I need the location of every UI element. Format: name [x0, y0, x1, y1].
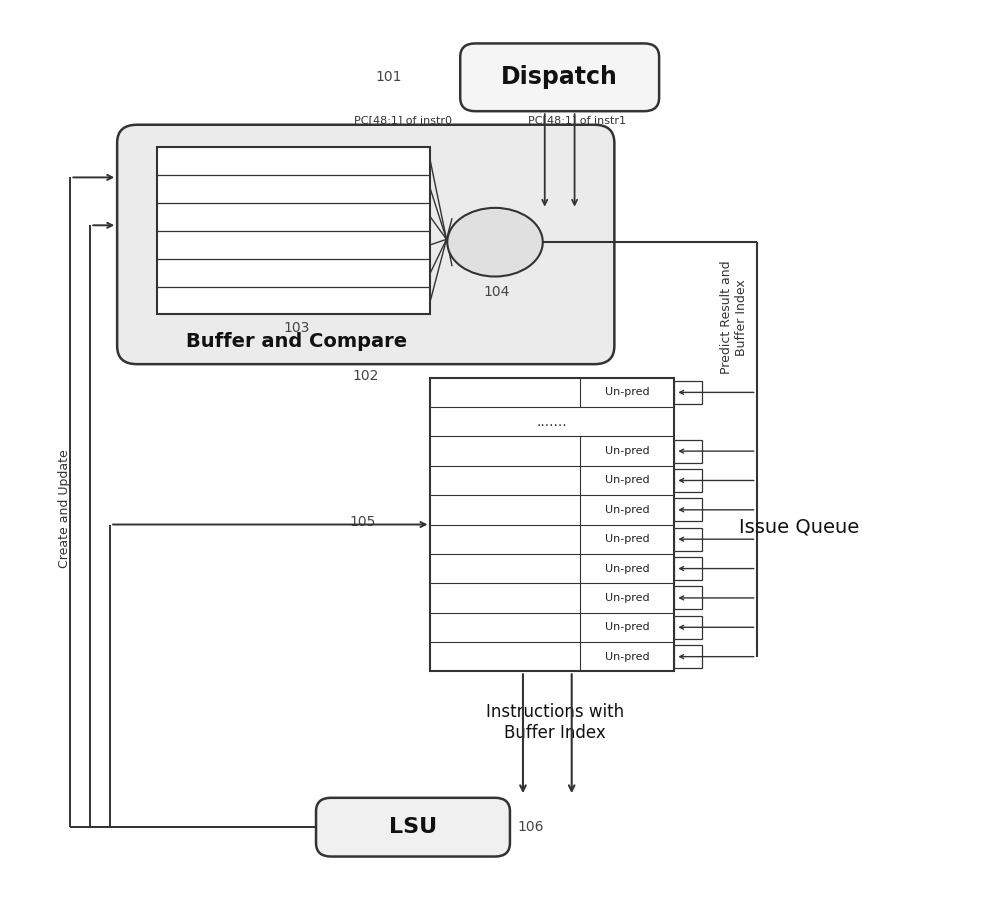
FancyBboxPatch shape [460, 44, 659, 111]
Bar [674, 557, 702, 580]
Text: Un-pred: Un-pred [605, 534, 649, 544]
Text: Create and Update: Create and Update [58, 449, 71, 568]
Text: Predict Result and
Buffer Index: Predict Result and Buffer Index [720, 261, 748, 375]
Text: Un-pred: Un-pred [605, 504, 649, 514]
Text: Un-pred: Un-pred [605, 593, 649, 603]
Text: LSU: LSU [389, 817, 437, 837]
Text: PC[48:1] of instr1: PC[48:1] of instr1 [528, 115, 626, 125]
Bar [674, 528, 702, 551]
Bar [674, 381, 702, 404]
FancyBboxPatch shape [316, 798, 510, 856]
Text: Issue Queue: Issue Queue [739, 517, 859, 536]
Text: Dispatch: Dispatch [501, 65, 618, 89]
Text: .......: ....... [537, 415, 568, 429]
Text: Un-pred: Un-pred [605, 564, 649, 574]
Text: PC[48:1] of instr0: PC[48:1] of instr0 [354, 115, 452, 125]
Bar [157, 147, 430, 315]
Bar [674, 586, 702, 609]
Text: Un-pred: Un-pred [605, 623, 649, 633]
Text: Un-pred: Un-pred [605, 446, 649, 456]
Text: Buffer and Compare: Buffer and Compare [186, 332, 407, 351]
Text: 102: 102 [353, 369, 379, 383]
Bar [674, 469, 702, 492]
Ellipse shape [447, 208, 543, 276]
Text: 106: 106 [518, 820, 544, 834]
Bar [674, 440, 702, 463]
Bar [430, 378, 674, 672]
Text: Un-pred: Un-pred [605, 387, 649, 397]
FancyBboxPatch shape [117, 125, 614, 365]
Text: 105: 105 [349, 515, 376, 529]
Bar [674, 645, 702, 668]
Text: 103: 103 [283, 321, 309, 335]
Bar [674, 615, 702, 639]
Text: Un-pred: Un-pred [605, 475, 649, 485]
Bar [674, 498, 702, 521]
Text: Un-pred: Un-pred [605, 652, 649, 662]
Text: 104: 104 [484, 285, 510, 299]
Text: 101: 101 [376, 70, 402, 84]
Text: Instructions with
Buffer Index: Instructions with Buffer Index [486, 703, 624, 742]
